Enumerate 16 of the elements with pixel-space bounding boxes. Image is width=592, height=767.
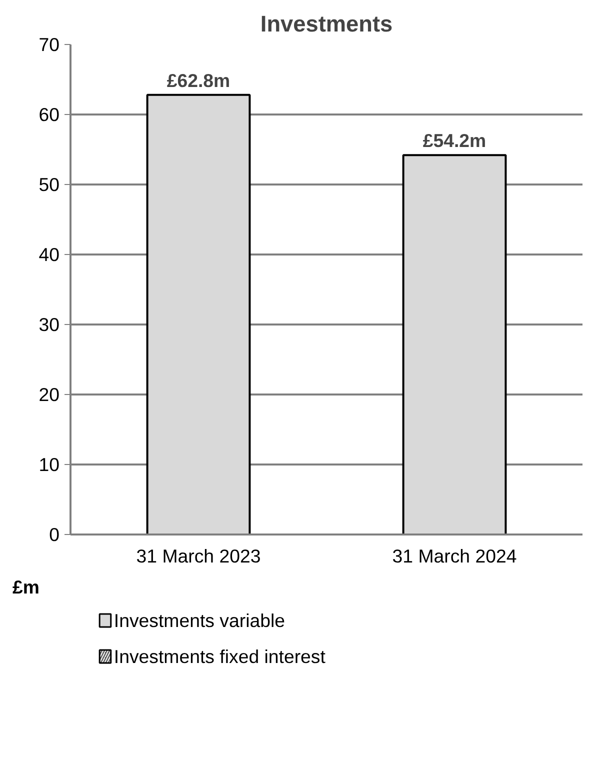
legend-label: Investments fixed interest [114, 646, 326, 667]
y-tick-label: 10 [38, 454, 60, 475]
y-tick-label: 30 [38, 314, 60, 335]
x-tick-label: 31 March 2023 [136, 546, 261, 566]
y-tick-label: 20 [38, 384, 60, 405]
data-label: £62.8m [166, 70, 230, 91]
data-label: £54.2m [422, 130, 486, 152]
chart-title: Investments [260, 10, 393, 36]
y-tick-label: 60 [38, 104, 60, 125]
legend-label: Investments variable [114, 610, 286, 631]
x-tick-label: 31 March 2024 [392, 546, 517, 566]
y-tick-label: 0 [49, 524, 60, 545]
y-tick-label: 50 [38, 174, 60, 195]
y-axis-title: £m [12, 576, 40, 598]
y-tick-label: 40 [38, 244, 60, 265]
y-tick-label: 70 [38, 34, 60, 55]
